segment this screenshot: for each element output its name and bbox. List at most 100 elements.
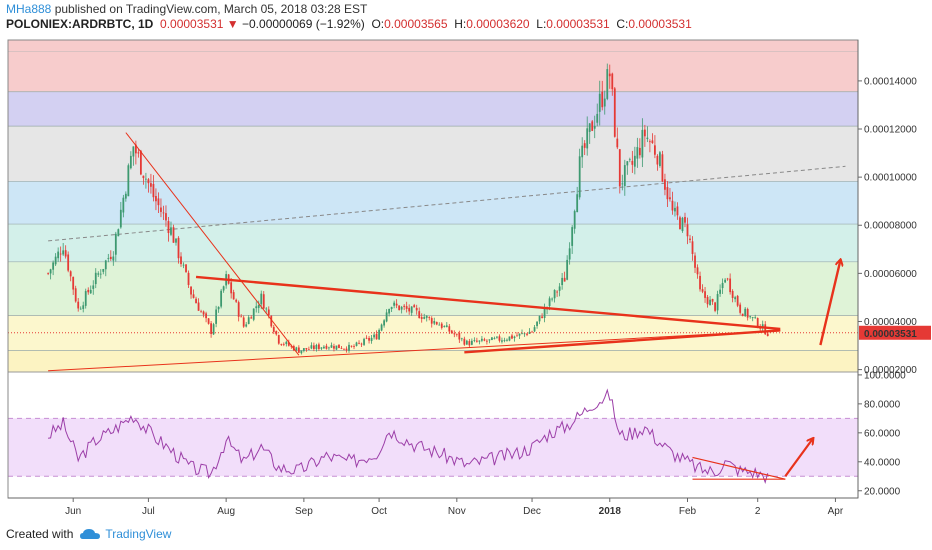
candle-body	[548, 298, 551, 307]
candle-body	[450, 330, 453, 334]
candle-body	[250, 317, 253, 319]
price-y-tick-label: 0.00004000	[864, 317, 917, 328]
low-value: 0.00003531	[546, 17, 610, 31]
candle-body	[536, 321, 538, 327]
candle-body	[516, 335, 518, 337]
candle-body	[104, 260, 107, 270]
candle-body	[310, 345, 313, 349]
candle-body	[262, 294, 265, 309]
candle-body	[197, 302, 200, 311]
candle-body	[79, 308, 82, 310]
candle-body	[355, 342, 358, 346]
candle-body	[320, 347, 323, 349]
candle-body	[749, 316, 752, 318]
candle-body	[415, 307, 418, 311]
created-with-text: Created with	[6, 527, 74, 541]
candle-body	[255, 306, 258, 309]
candle-body	[137, 152, 140, 154]
candle-body	[57, 251, 60, 259]
candle-body	[348, 344, 350, 351]
candle-body	[754, 317, 757, 319]
candle-body	[468, 341, 471, 346]
candle-body	[345, 348, 348, 351]
x-tick-label: Apr	[828, 506, 844, 517]
trendline	[48, 329, 781, 372]
candle-body	[217, 306, 220, 310]
candle-body	[340, 347, 343, 349]
candle-body	[488, 339, 491, 341]
x-tick-label: Nov	[448, 506, 466, 517]
candle-body	[47, 273, 50, 274]
candle-body	[558, 286, 561, 291]
candle-body	[613, 88, 616, 137]
candle-body	[150, 183, 152, 187]
price-y-tick-label: 0.00002000	[864, 365, 917, 376]
candle-body	[581, 145, 584, 158]
candle-body	[483, 339, 486, 341]
candle-body	[696, 267, 699, 275]
candle-body	[440, 323, 443, 328]
candle-body	[420, 317, 423, 319]
candle-body	[511, 335, 513, 339]
candle-body	[618, 149, 621, 187]
candle-body	[764, 324, 767, 335]
candle-body	[746, 309, 749, 318]
candle-body	[623, 165, 626, 187]
candle-body	[242, 317, 245, 327]
candle-body	[207, 318, 210, 324]
candle-body	[709, 299, 711, 306]
candle-body	[571, 227, 574, 246]
candle-body	[518, 333, 521, 336]
candle-body	[295, 347, 298, 351]
candle-body	[726, 278, 729, 280]
candle-body	[523, 333, 526, 335]
candle-body	[463, 338, 466, 345]
candle-body	[761, 324, 764, 328]
candle-body	[360, 343, 363, 345]
candle-body	[719, 289, 721, 294]
candle-body	[147, 179, 150, 184]
last-price-box	[859, 325, 931, 340]
candle-body	[280, 343, 283, 345]
candle-body	[132, 146, 135, 157]
candle-body	[67, 254, 70, 271]
candle-body	[480, 338, 483, 341]
candle-body	[425, 315, 428, 318]
candle-body	[661, 154, 664, 182]
candle-body	[633, 155, 636, 167]
candle-body	[676, 206, 679, 216]
candle-body	[528, 331, 531, 334]
candle-body	[403, 305, 406, 307]
candle-body	[383, 320, 386, 326]
candle-body	[643, 129, 646, 137]
candle-body	[606, 69, 609, 99]
candle-body	[287, 342, 290, 346]
x-tick-label: Jun	[65, 506, 81, 517]
candle-body	[498, 336, 501, 341]
footer: Created with TradingView	[6, 527, 171, 541]
fib-band	[8, 91, 858, 127]
fib-band	[8, 224, 858, 262]
candle-body	[721, 282, 724, 289]
candle-body	[413, 305, 416, 308]
candle-body	[531, 331, 533, 333]
candle-body	[393, 302, 396, 306]
candle-body	[200, 311, 202, 313]
price-y-tick-label: 0.00006000	[864, 269, 917, 280]
candle-body	[302, 348, 305, 351]
author-link[interactable]: MHa888	[6, 2, 52, 16]
candle-body	[669, 197, 671, 200]
candle-body	[167, 221, 170, 234]
candle-body	[410, 306, 413, 313]
price-y-tick-label: 0.00008000	[864, 221, 917, 232]
candle-body	[155, 196, 157, 202]
candle-body	[563, 277, 566, 282]
tradingview-brand-link[interactable]: TradingView	[105, 527, 172, 541]
x-tick-label: Sep	[295, 506, 313, 517]
candle-body	[596, 113, 599, 123]
candle-body	[465, 340, 468, 345]
candle-body	[503, 340, 506, 341]
candle-body	[157, 198, 160, 206]
candle-body	[237, 302, 240, 317]
